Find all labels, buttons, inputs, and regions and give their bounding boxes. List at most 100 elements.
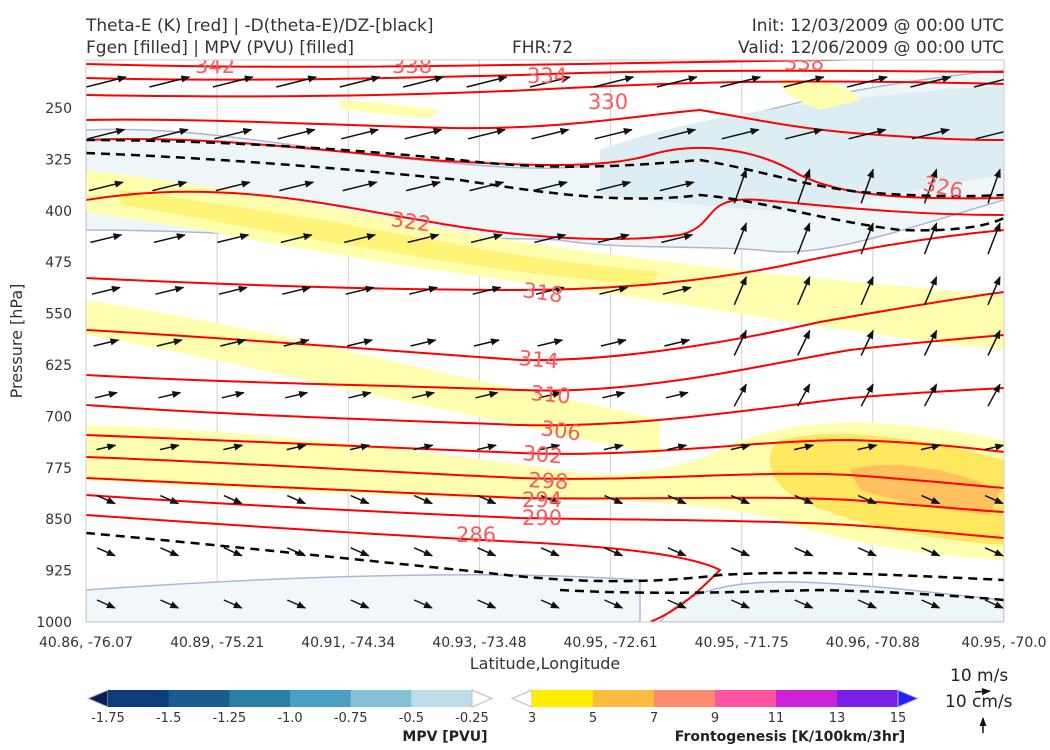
wind-vectors <box>86 75 1004 609</box>
colorbar-swatch <box>168 690 230 707</box>
mpv-colorbar-label: MPV [PVU] <box>402 729 487 745</box>
wind-vector <box>600 338 627 347</box>
wind-vector <box>532 180 568 192</box>
wind-vector <box>797 275 811 306</box>
contour-label-342: 342 <box>195 54 235 78</box>
colorbar-tick: -1.75 <box>91 711 125 726</box>
wind-vector <box>411 390 436 399</box>
wind-vector <box>860 168 874 204</box>
stability-contours <box>86 138 1004 602</box>
wind-vector <box>923 222 938 255</box>
wind-vector <box>149 75 191 88</box>
wind-vector <box>473 338 500 347</box>
wind-vector <box>286 494 307 505</box>
wind-vector <box>984 443 1004 451</box>
colorbar-tick: -1.25 <box>213 711 247 726</box>
wind-vector <box>664 338 691 347</box>
wind-vector <box>276 75 318 88</box>
wind-vector <box>602 390 626 399</box>
wind-vector <box>410 338 437 347</box>
x-tick-label: 40.89, -75.21 <box>170 635 264 651</box>
wind-vector <box>733 168 747 204</box>
wind-vector <box>96 599 116 609</box>
y-tick-label: 700 <box>45 409 72 425</box>
wind-vector <box>220 338 247 347</box>
wind-vector <box>857 547 877 557</box>
wind-vector <box>286 599 307 609</box>
x-axis-ticks: 40.86, -76.07 40.89, -75.21 40.91, -74.34 4… <box>39 635 1047 651</box>
wind-vector <box>596 180 632 192</box>
wind-vector <box>987 275 1001 306</box>
wind-vector <box>348 390 372 399</box>
wind-vector <box>911 128 950 140</box>
wind-vector <box>217 233 250 244</box>
wind-vector <box>472 285 502 295</box>
wind-vector <box>540 547 560 557</box>
colorbar-tick: 13 <box>829 711 846 726</box>
wind-vector <box>987 222 1001 255</box>
wind-vector <box>413 443 434 451</box>
plot-area: 342 338 334 330 326 322 318 314 310 306 … <box>85 54 1005 623</box>
wind-vector <box>159 443 180 451</box>
wind-vector <box>155 285 185 295</box>
fgen-fill <box>86 79 1004 560</box>
contour-label-286: 286 <box>456 523 496 547</box>
colorbar-swatch <box>510 689 533 708</box>
wind-vector <box>923 275 938 306</box>
wind-vector <box>667 443 688 451</box>
wind-vector <box>342 180 378 192</box>
colorbar-tick: -1.5 <box>156 711 181 726</box>
wind-vector <box>540 494 560 505</box>
wind-vector <box>923 329 938 356</box>
wind-vector <box>597 233 630 244</box>
colorbar-tick: 11 <box>768 711 785 726</box>
colorbar-tick: 3 <box>528 711 536 726</box>
wind-vector <box>860 222 874 255</box>
wind-vector <box>212 75 254 88</box>
contour-label-302: 302 <box>522 441 564 468</box>
wind-vector <box>87 128 126 140</box>
wind-vector <box>661 233 694 244</box>
wind-vector <box>599 285 629 295</box>
wind-vector <box>794 443 815 451</box>
wind-vector <box>659 180 695 192</box>
wind-vector <box>537 338 564 347</box>
wind-vector <box>984 494 1004 505</box>
wind-vector <box>593 75 635 88</box>
colorbar-tick: -0.25 <box>455 711 489 726</box>
colorbar-swatch <box>350 690 412 707</box>
wind-vector <box>94 390 118 399</box>
colorbar-swatch <box>715 690 777 707</box>
colorbar-swatch <box>108 690 170 707</box>
x-tick-label: 40.91, -74.34 <box>301 635 395 651</box>
y-tick-label: 925 <box>45 564 72 580</box>
wind-vector <box>987 329 1001 356</box>
wind-vector <box>286 443 307 451</box>
wind-vector <box>413 547 433 557</box>
colorbar-swatch <box>654 690 716 707</box>
wind-vector <box>477 494 497 505</box>
wind-vector <box>218 285 248 295</box>
colorbar-swatch <box>411 690 473 707</box>
y-tick-label: 400 <box>45 204 72 220</box>
wind-vector <box>975 128 1004 140</box>
wind-vector <box>223 443 244 451</box>
colorbar-swatch <box>837 690 899 707</box>
wind-vector <box>285 390 309 399</box>
wind-vector <box>341 128 380 140</box>
wind-vector <box>973 78 1004 88</box>
theta-e-contours <box>86 60 1004 622</box>
wind-vector <box>603 443 624 451</box>
wind-vector <box>794 599 814 609</box>
wind-vector <box>656 75 698 88</box>
wind-vector <box>987 168 1001 204</box>
wind-vector <box>88 180 124 192</box>
wind-vector <box>594 128 633 140</box>
wind-vector <box>413 494 433 505</box>
contour-label-318: 318 <box>521 278 564 307</box>
forecast-hour: FHR:72 <box>512 38 573 58</box>
wind-vector <box>96 547 116 557</box>
wind-vector <box>475 390 499 399</box>
wind-vector <box>721 128 760 140</box>
wind-vector <box>538 390 562 399</box>
